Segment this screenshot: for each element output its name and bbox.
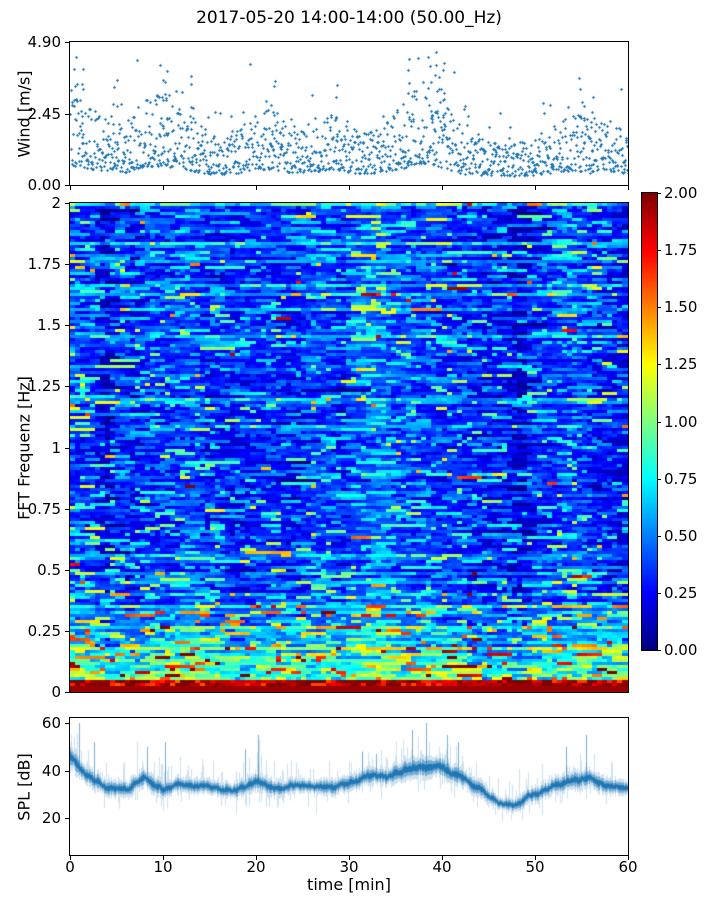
axis-tick (65, 114, 69, 115)
axis-tick (658, 650, 661, 651)
spectrogram-plot (69, 202, 629, 693)
axis-tick (163, 856, 164, 860)
x-tick-label: 10 (153, 858, 173, 876)
axis-tick (442, 186, 443, 190)
axis-tick (65, 325, 69, 326)
axis-tick (256, 186, 257, 190)
spl-ytick-label: 60 (41, 714, 61, 732)
freq-ytick-label: 0.5 (37, 561, 61, 579)
axis-tick (70, 186, 71, 190)
axis-tick (658, 536, 661, 537)
axis-tick (442, 856, 443, 860)
spectrogram-canvas (70, 203, 628, 692)
wind-ytick-label: 4.90 (27, 33, 61, 51)
freq-ytick-label: 1 (51, 439, 61, 457)
axis-tick (70, 856, 71, 860)
axis-tick (65, 448, 69, 449)
axis-tick (65, 723, 69, 724)
colorbar-tick-label: 1.25 (664, 355, 698, 373)
axis-tick (65, 631, 69, 632)
axis-tick (658, 307, 661, 308)
axis-tick (658, 250, 661, 251)
spl-plot (69, 717, 629, 856)
axis-tick (65, 818, 69, 819)
x-tick-label: 50 (525, 858, 545, 876)
axis-tick (349, 186, 350, 190)
wind-plot (69, 41, 629, 186)
x-axis-label: time [min] (307, 875, 391, 894)
axis-tick (65, 692, 69, 693)
colorbar (641, 192, 658, 651)
x-tick-label: 40 (432, 858, 452, 876)
wind-ytick-label: 2.45 (27, 105, 61, 123)
freq-ytick-label: 1.75 (27, 255, 61, 273)
axis-tick (65, 42, 69, 43)
wind-ytick-label: 0.00 (27, 176, 61, 194)
colorbar-tick-label: 0.00 (664, 641, 698, 659)
axis-tick (658, 364, 661, 365)
x-tick-label: 60 (618, 858, 638, 876)
colorbar-canvas (642, 193, 657, 650)
axis-tick (65, 570, 69, 571)
spl-line-canvas (70, 718, 628, 855)
x-tick-label: 20 (246, 858, 266, 876)
axis-tick (65, 386, 69, 387)
axis-tick (658, 479, 661, 480)
axis-tick (65, 203, 69, 204)
colorbar-tick-label: 0.25 (664, 584, 698, 602)
freq-ytick-label: 0.25 (27, 622, 61, 640)
axis-tick (535, 186, 536, 190)
axis-tick (658, 593, 661, 594)
axis-tick (65, 185, 69, 186)
axis-tick (163, 186, 164, 190)
freq-ytick-label: 0.75 (27, 500, 61, 518)
colorbar-tick-label: 0.50 (664, 527, 698, 545)
x-tick-label: 30 (339, 858, 359, 876)
x-tick-label: 0 (65, 858, 75, 876)
axis-tick (256, 856, 257, 860)
axis-tick (628, 856, 629, 860)
axis-tick (65, 509, 69, 510)
freq-ytick-label: 0 (51, 683, 61, 701)
axis-tick (535, 856, 536, 860)
axis-tick (658, 422, 661, 423)
axis-tick (628, 186, 629, 190)
freq-ytick-label: 1.25 (27, 377, 61, 395)
axis-tick (65, 771, 69, 772)
freq-ytick-label: 1.5 (37, 316, 61, 334)
wind-scatter-canvas (70, 42, 628, 185)
axis-tick (65, 264, 69, 265)
colorbar-tick-label: 0.75 (664, 470, 698, 488)
spl-ytick-label: 20 (41, 809, 61, 827)
figure-title: 2017-05-20 14:00-14:00 (50.00_Hz) (196, 8, 502, 28)
axis-tick (349, 856, 350, 860)
colorbar-tick-label: 1.75 (664, 241, 698, 259)
spl-ytick-label: 40 (41, 762, 61, 780)
colorbar-tick-label: 1.00 (664, 413, 698, 431)
freq-ytick-label: 2 (51, 194, 61, 212)
axis-tick (658, 193, 661, 194)
colorbar-tick-label: 2.00 (664, 184, 698, 202)
colorbar-tick-label: 1.50 (664, 298, 698, 316)
